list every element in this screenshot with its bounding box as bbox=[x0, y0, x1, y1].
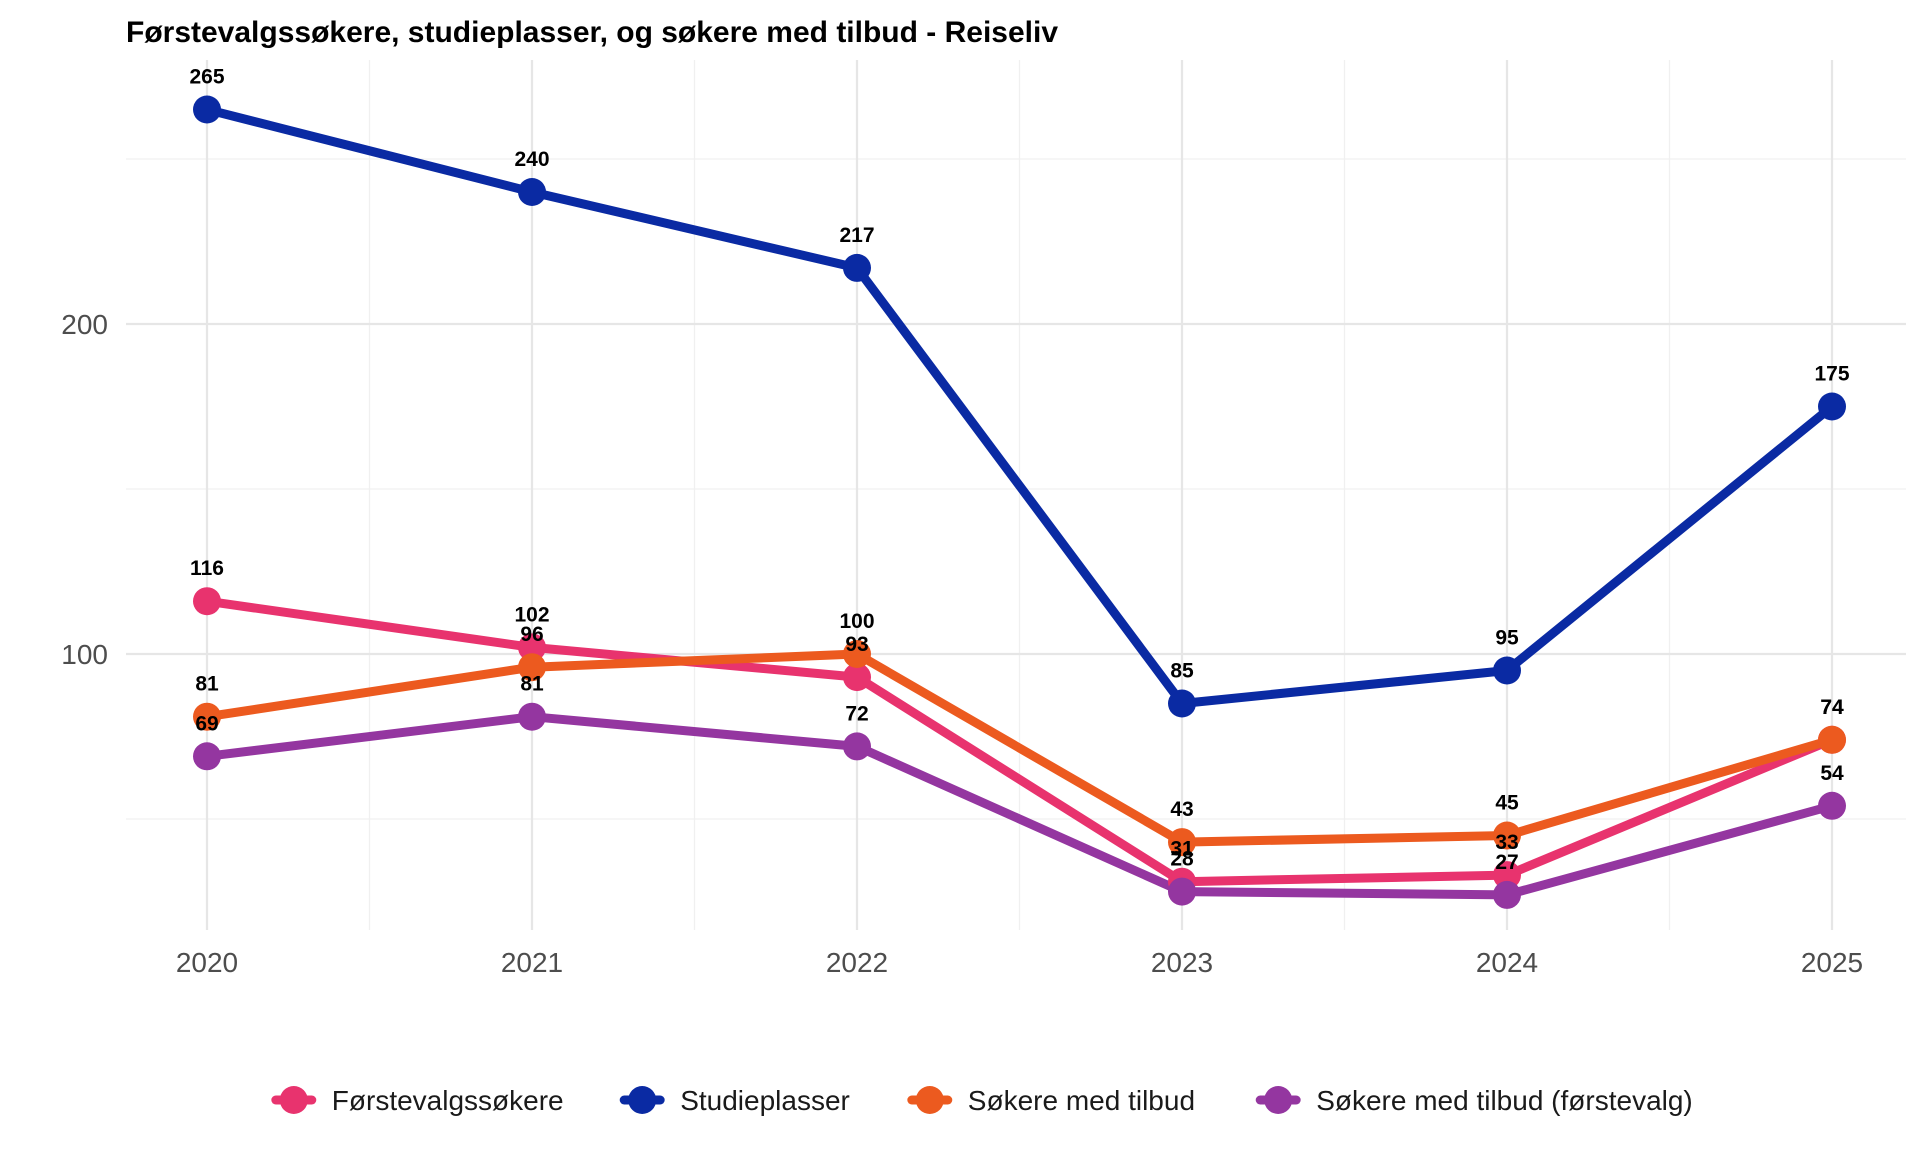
legend-label: Studieplasser bbox=[680, 1085, 850, 1116]
data-point bbox=[843, 732, 871, 761]
legend-key-point bbox=[279, 1086, 308, 1114]
data-label: 96 bbox=[520, 623, 543, 646]
series-points bbox=[193, 95, 1846, 909]
y-tick-label: 200 bbox=[61, 309, 108, 340]
data-point bbox=[1168, 877, 1196, 906]
x-tick-label: 2025 bbox=[1801, 947, 1863, 978]
data-label: 31 bbox=[1170, 838, 1194, 861]
data-point bbox=[1168, 689, 1196, 718]
data-label: 175 bbox=[1814, 363, 1849, 386]
data-label: 265 bbox=[189, 66, 224, 89]
legend-label: Søkere med tilbud bbox=[968, 1085, 1195, 1116]
legend-key-point bbox=[915, 1086, 944, 1114]
data-label: 33 bbox=[1495, 831, 1518, 854]
legend-item: Søkere med tilbud bbox=[907, 1085, 1195, 1116]
legend: Førstevalgssøkere Studieplasser Søkere med… bbox=[271, 1085, 1693, 1116]
legend-item: Søkere med tilbud (førstevalg) bbox=[1255, 1085, 1693, 1116]
data-label: 69 bbox=[195, 712, 218, 735]
data-label: 85 bbox=[1170, 660, 1194, 683]
series-line bbox=[202, 649, 1837, 847]
data-point bbox=[1168, 828, 1196, 857]
data-point bbox=[843, 640, 871, 668]
legend-label: Førstevalgssøkere bbox=[332, 1085, 564, 1116]
data-label: 72 bbox=[845, 702, 868, 725]
data-label: 81 bbox=[520, 673, 544, 696]
chart-title: Førstevalgssøkere, studieplasser, og søk… bbox=[126, 16, 1058, 49]
data-point bbox=[1493, 821, 1521, 850]
data-label: 102 bbox=[514, 603, 549, 626]
data-point bbox=[193, 702, 221, 731]
data-point bbox=[518, 702, 546, 731]
legend-item: Studieplasser bbox=[619, 1085, 850, 1116]
data-label: 217 bbox=[839, 224, 874, 247]
data-label: 81 bbox=[195, 673, 219, 696]
data-point bbox=[518, 178, 546, 206]
data-point bbox=[1493, 861, 1521, 890]
data-point bbox=[518, 653, 546, 682]
legend-key-point bbox=[628, 1086, 657, 1114]
x-tick-label: 2023 bbox=[1151, 947, 1213, 978]
data-point bbox=[193, 587, 221, 616]
data-labels: 265 240 217 85 95 175 116 102 93 31 33 74 81 96 100 43 4… bbox=[189, 66, 1849, 874]
data-point bbox=[1818, 392, 1846, 421]
data-label: 74 bbox=[1820, 696, 1844, 719]
data-label: 54 bbox=[1820, 762, 1844, 785]
data-point bbox=[1493, 880, 1521, 909]
series-line bbox=[202, 596, 1837, 887]
data-point bbox=[193, 742, 221, 771]
data-label: 240 bbox=[514, 148, 549, 171]
legend-label: Søkere med tilbud (førstevalg) bbox=[1316, 1085, 1693, 1116]
data-label: 100 bbox=[839, 610, 874, 633]
x-tick-label: 2021 bbox=[501, 947, 563, 978]
x-tick-label: 2022 bbox=[826, 947, 888, 978]
data-label: 45 bbox=[1495, 792, 1519, 815]
x-tick-label: 2024 bbox=[1476, 947, 1538, 978]
data-point bbox=[518, 633, 546, 662]
series-lines bbox=[202, 105, 1837, 900]
data-point bbox=[1818, 725, 1846, 754]
data-label: 28 bbox=[1170, 848, 1194, 871]
data-point bbox=[193, 95, 221, 124]
series-line bbox=[202, 105, 1837, 708]
data-point bbox=[1818, 791, 1846, 820]
data-point bbox=[843, 253, 871, 282]
data-label: 74 bbox=[1820, 696, 1844, 719]
axes: 100 200 2020 2021 2022 2023 2024 2025 bbox=[61, 309, 1863, 978]
data-label: 95 bbox=[1495, 627, 1519, 650]
legend-key-point bbox=[1264, 1086, 1293, 1114]
x-tick-label: 2020 bbox=[176, 947, 238, 978]
series-line bbox=[202, 712, 1837, 900]
y-tick-label: 100 bbox=[61, 639, 108, 670]
data-point bbox=[843, 663, 871, 692]
data-label: 93 bbox=[845, 633, 868, 656]
data-label: 116 bbox=[190, 557, 224, 580]
data-label: 43 bbox=[1170, 798, 1193, 821]
data-label: 27 bbox=[1495, 851, 1518, 874]
data-point bbox=[1493, 656, 1521, 685]
legend-item: Førstevalgssøkere bbox=[271, 1085, 564, 1116]
